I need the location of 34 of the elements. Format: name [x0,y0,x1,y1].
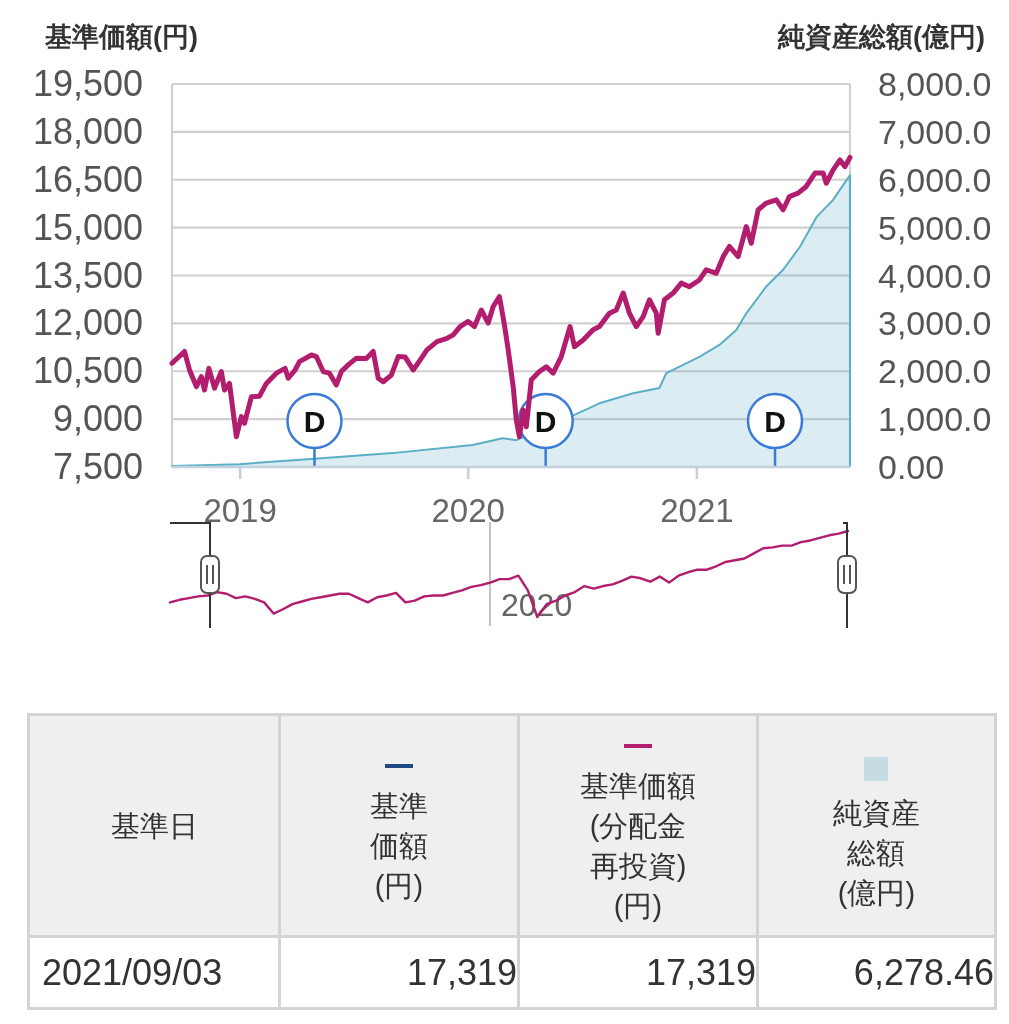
y-tick-label: 9,000 [52,398,143,440]
legend-label: 基準価額(円) [369,788,429,904]
y-tick-label: 7,500 [52,446,143,487]
y-tick-label: 15,000 [32,206,143,248]
y-tick-label: 18,000 [32,110,143,152]
y-tick-label: 19,500 [32,63,143,104]
x-tick-label: 2021 [660,492,734,529]
text: 2021/09/03 [28,936,280,1009]
y2-tick-label: 1,000.0 [878,400,992,439]
y2-axis-title: 純資産総額(億円) [777,22,985,52]
text: 17,319 [518,936,758,1009]
y-tick-label: 12,000 [32,302,143,344]
y-axis-title: 基準価額(円) [44,22,198,52]
y2-tick-label: 0.00 [878,448,945,486]
text: 6,278.46 [757,936,996,1009]
y2-tick-label: 8,000.0 [878,65,992,103]
text: 基準日 [28,714,280,937]
legend-label: 純資産総額(億円) [832,795,921,911]
y-tick-label: 16,500 [32,158,143,200]
annotation: D [764,405,786,438]
y2-tick-label: 5,000.0 [878,208,992,247]
y2-tick-label: 2,000.0 [878,352,992,391]
x-tick-label: 2020 [431,492,505,529]
y-tick-label: 13,500 [32,254,143,296]
y2-tick-label: 3,000.0 [878,304,992,343]
annotation: D [303,405,326,438]
legend-label: 基準価額(分配金再投資)(円) [579,768,697,924]
y2-tick-label: 6,000.0 [878,160,992,199]
x-tick-label: 2019 [203,492,277,529]
y-tick-label: 10,500 [32,350,143,392]
y2-tick-label: 4,000.0 [878,256,992,295]
annotation: D [534,405,557,438]
text: 17,319 [279,936,519,1009]
y2-tick-label: 7,000.0 [878,112,992,151]
